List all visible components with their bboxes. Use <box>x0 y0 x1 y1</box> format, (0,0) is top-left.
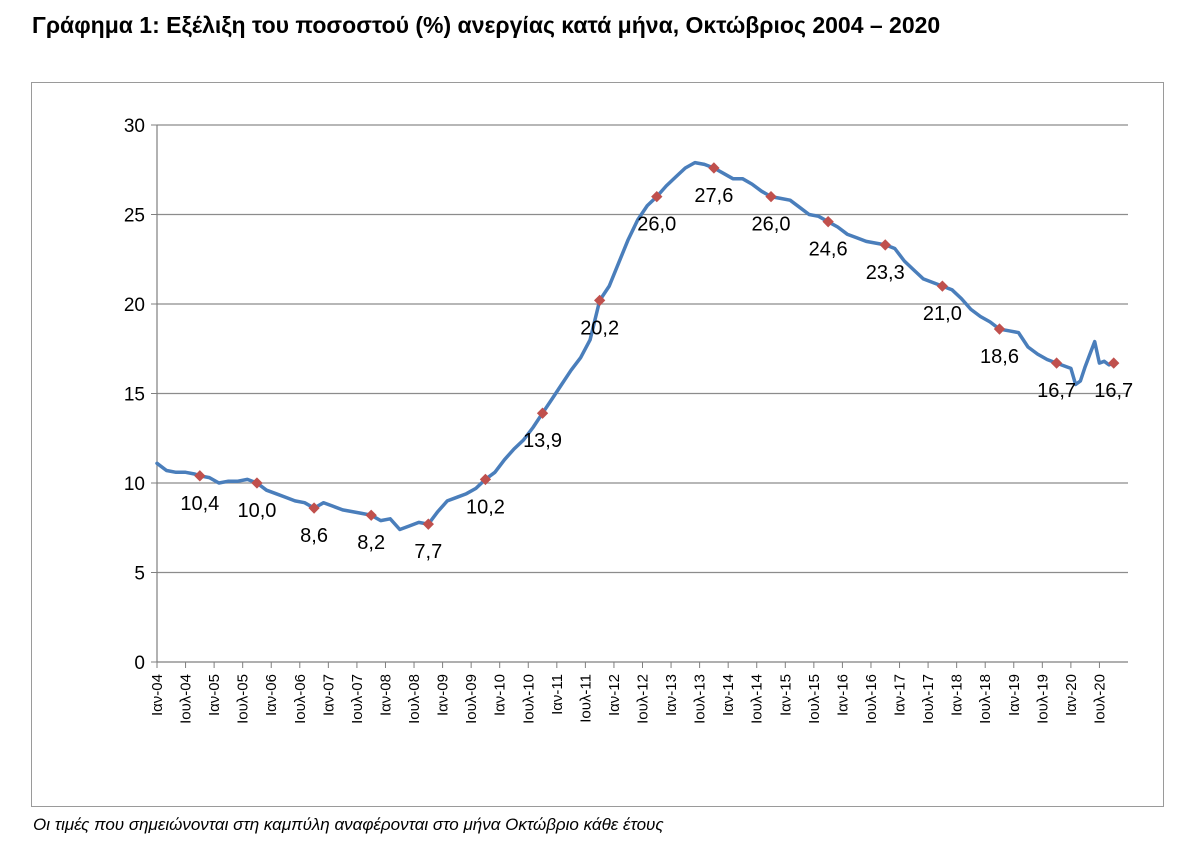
x-tick-label: Ιουλ-08 <box>406 674 423 724</box>
markers-layer <box>194 162 1120 530</box>
x-tick-label: Ιουλ-13 <box>692 674 709 724</box>
data-label: 8,6 <box>300 525 328 547</box>
y-tick-label: 5 <box>134 564 145 585</box>
x-tick-label: Ιαν-20 <box>1063 674 1080 716</box>
data-label: 7,7 <box>414 541 442 563</box>
series-layer <box>155 160 1116 532</box>
x-tick-label: Ιαν-08 <box>377 674 394 716</box>
x-tick-label: Ιουλ-17 <box>920 674 937 724</box>
y-tick-label: 0 <box>134 653 145 674</box>
data-point-marker <box>536 407 549 419</box>
data-point-marker <box>479 473 492 486</box>
x-tick-label: Ιουλ-06 <box>292 674 309 724</box>
y-tick-label: 10 <box>124 474 145 495</box>
x-tick-label: Ιουλ-09 <box>463 674 480 724</box>
y-axis: 0 5 10 15 20 25 30 <box>124 116 158 674</box>
data-label: 10,2 <box>466 496 505 518</box>
x-tick-label: Ιουλ-04 <box>178 674 195 724</box>
data-label: 26,0 <box>637 214 676 236</box>
data-label: 18,6 <box>980 346 1019 368</box>
x-tick-label: Ιουλ-20 <box>1091 674 1108 724</box>
data-label: 16,7 <box>1094 380 1133 402</box>
y-tick-label: 15 <box>124 385 145 406</box>
chart-frame <box>31 82 1164 807</box>
x-tick-label: Ιαν-07 <box>320 674 337 716</box>
x-tick-label: Ιαν-05 <box>206 674 223 716</box>
data-point-marker <box>1050 357 1063 369</box>
data-point-marker <box>422 518 434 530</box>
data-point-marker <box>1108 357 1120 369</box>
data-label: 10,0 <box>237 500 276 522</box>
x-tick-label: Ιαν-04 <box>149 674 166 716</box>
x-tick-label: Ιουλ-18 <box>977 674 994 724</box>
x-tick-label: Ιαν-12 <box>606 674 623 716</box>
x-tick-label: Ιουλ-10 <box>520 674 537 724</box>
data-label: 24,6 <box>809 239 848 261</box>
data-label: 10,4 <box>180 493 219 515</box>
data-point-marker <box>936 280 949 292</box>
x-tick-label: Ιαν-17 <box>892 674 909 716</box>
data-label: 23,3 <box>866 262 905 284</box>
x-tick-label: Ιουλ-12 <box>635 674 652 724</box>
x-tick-label: Ιουλ-15 <box>806 674 823 724</box>
y-tick-label: 30 <box>124 116 145 137</box>
data-label: 13,9 <box>523 430 562 452</box>
data-label: 21,0 <box>923 303 962 325</box>
y-tick-label: 20 <box>124 295 145 316</box>
x-tick-label: Ιαν-11 <box>549 674 566 715</box>
x-tick-label: Ιαν-18 <box>949 674 966 716</box>
x-tick-label: Ιουλ-14 <box>749 674 766 724</box>
data-point-marker <box>993 323 1006 335</box>
x-tick-label: Ιουλ-11 <box>577 674 594 723</box>
data-label: 8,2 <box>357 532 385 554</box>
chart-title: Γράφημα 1: Εξέλιξη του ποσοστού (%) ανερ… <box>32 12 941 38</box>
x-tick-label: Ιαν-13 <box>663 674 680 716</box>
data-point-marker <box>879 239 891 251</box>
x-tick-label: Ιαν-09 <box>435 674 452 716</box>
data-point-marker <box>594 294 606 307</box>
x-tick-label: Ιαν-14 <box>720 674 737 716</box>
data-point-marker <box>708 162 720 174</box>
data-point-marker <box>822 216 834 228</box>
x-tick-label: Ιουλ-19 <box>1034 674 1051 724</box>
x-tick-label: Ιουλ-16 <box>863 674 880 724</box>
series-line <box>155 160 1116 532</box>
data-label: 27,6 <box>694 185 733 207</box>
data-label: 16,7 <box>1037 380 1076 402</box>
x-tick-label: Ιαν-06 <box>263 674 280 716</box>
x-tick-label: Ιαν-19 <box>1006 674 1023 716</box>
x-tick-label: Ιουλ-05 <box>235 674 252 724</box>
x-tick-label: Ιαν-16 <box>834 674 851 716</box>
data-point-marker <box>651 190 663 203</box>
x-tick-label: Ιαν-10 <box>492 674 509 716</box>
data-label: 26,0 <box>752 214 791 236</box>
data-point-marker <box>308 502 320 514</box>
data-labels-layer: 10,4 10,0 8,6 8,2 7,7 10,2 13,9 20,2 26,0 27,6 26,… <box>180 185 1133 563</box>
x-axis: Ιαν-04 Ιουλ-04 Ιαν-05 Ιουλ-05 Ιαν-06 Ιουλ-06 Ι… <box>149 661 1128 724</box>
data-point-marker <box>194 470 206 482</box>
y-tick-label: 25 <box>124 206 145 227</box>
x-tick-label: Ιουλ-07 <box>349 674 366 724</box>
x-tick-label: Ιαν-15 <box>777 674 794 716</box>
data-label: 20,2 <box>580 317 619 339</box>
footnote: Οι τιμές που σημειώνονται στη καμπύλη αν… <box>33 815 664 834</box>
data-point-marker <box>765 190 777 203</box>
